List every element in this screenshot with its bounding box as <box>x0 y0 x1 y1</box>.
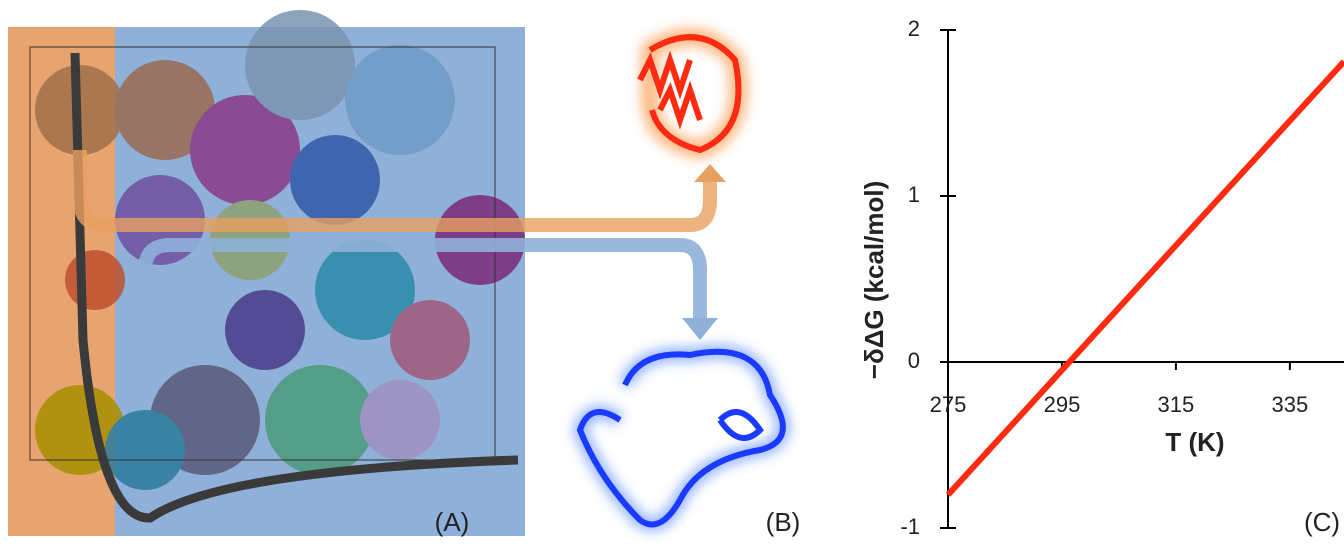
figure: (A) (B) T (K) −δΔG (kcal/mol) (C) -1 0 1 2 2… <box>0 0 1344 549</box>
data-line <box>948 62 1344 495</box>
y-tick-label: 0 <box>908 348 920 373</box>
y-tick-label: -1 <box>900 514 920 539</box>
page: (A) (B) T (K) −δΔG (kcal/mol) (C) -1 0 1 2 2… <box>0 0 1344 549</box>
x-axis-label: T (K) <box>1165 427 1224 457</box>
unfolded-protein <box>580 352 783 525</box>
panel-label: (B) <box>766 507 801 537</box>
x-tick-label: 275 <box>930 392 967 417</box>
blue-arrowhead <box>682 318 718 340</box>
x-tick-label: 295 <box>1044 392 1081 417</box>
panel-label: (C) <box>1304 507 1340 537</box>
y-tick-label: 2 <box>908 16 920 41</box>
panel-b-art: (B) <box>580 37 800 537</box>
panel-a-art: (A) <box>8 10 726 537</box>
panel-label: (A) <box>435 507 470 537</box>
x-tick-label: 335 <box>1272 392 1309 417</box>
orange-arrowhead <box>694 164 726 182</box>
y-axis-label: −δΔG (kcal/mol) <box>859 181 889 379</box>
x-tick-label: 315 <box>1158 392 1195 417</box>
chart: T (K) −δΔG (kcal/mol) (C) -1 0 1 2 275 295 315… <box>859 16 1344 539</box>
y-tick-label: 1 <box>908 182 920 207</box>
